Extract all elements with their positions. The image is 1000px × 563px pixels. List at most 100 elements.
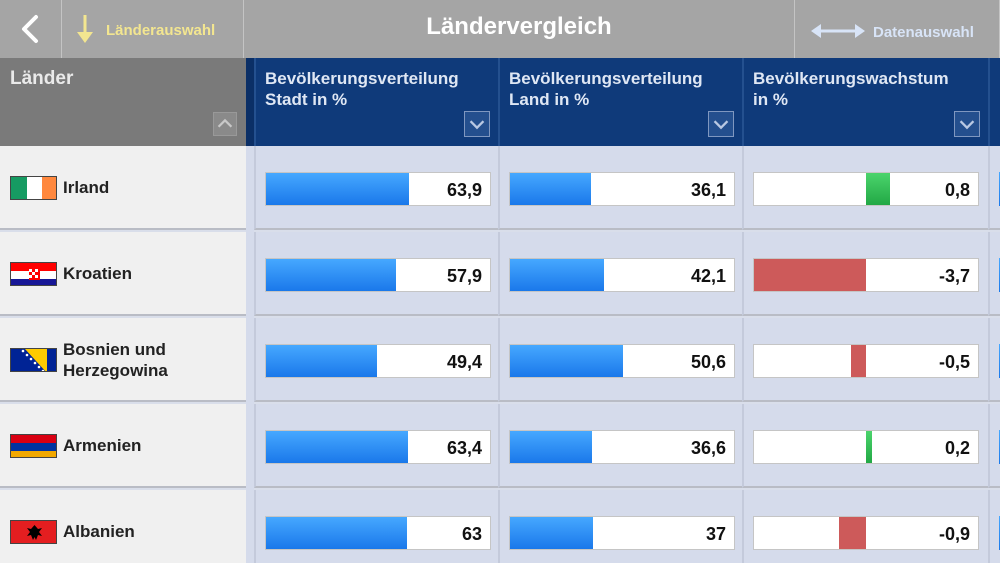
column-header-wachstum-line2: in % <box>753 90 788 109</box>
value-label: 36,1 <box>690 180 726 200</box>
ireland-flag-icon <box>10 176 57 200</box>
back-button[interactable] <box>0 0 62 58</box>
country-name-line: Herzegowina <box>63 361 168 380</box>
value-label: -0,5 <box>938 352 970 372</box>
value-cell-wachstum: -0,9 <box>742 490 988 563</box>
column-header-stadt-line1: Bevölkerungsverteilung <box>265 69 459 88</box>
value-bar-track: -0,5 <box>753 344 979 378</box>
arrow-down-icon <box>77 15 93 43</box>
table-row[interactable]: Bosnien und Herzegowina 49,4 50,6 -0,5 <box>0 318 1000 404</box>
sort-down-icon[interactable] <box>954 111 980 137</box>
country-name: Armenien <box>63 435 141 456</box>
value-bar <box>510 517 593 549</box>
chevron-left-icon <box>22 15 38 43</box>
value-label: 0,2 <box>944 438 970 458</box>
row-divider <box>246 404 254 490</box>
value-bar-track: 0,2 <box>753 430 979 464</box>
country-select-button[interactable]: Länderauswahl <box>62 0 244 58</box>
value-cell-next <box>988 232 1000 316</box>
croatia-flag-icon <box>10 262 57 286</box>
table-row[interactable]: Albanien 63 37 -0,9 <box>0 490 1000 563</box>
sort-down-icon[interactable] <box>464 111 490 137</box>
value-bar-track: 36,6 <box>509 430 735 464</box>
value-label: 63 <box>461 524 482 544</box>
value-label: 0,8 <box>944 180 970 200</box>
value-label: -0,9 <box>938 524 970 544</box>
value-cell-stadt: 63,4 <box>254 404 498 488</box>
value-cell-wachstum: -3,7 <box>742 232 988 316</box>
country-cell[interactable]: Irland <box>0 146 246 230</box>
value-bar-track: 63,9 <box>265 172 491 206</box>
sort-up-icon[interactable] <box>213 112 237 136</box>
armenia-flag-icon <box>10 434 57 458</box>
value-cell-next <box>988 490 1000 563</box>
country-name-line: Albanien <box>63 522 135 541</box>
value-cell-land: 36,6 <box>498 404 742 488</box>
value-cell-land: 50,6 <box>498 318 742 402</box>
column-header-stadt-line2: Stadt in % <box>265 90 348 109</box>
country-cell[interactable]: Armenien <box>0 404 246 488</box>
table-row[interactable]: Kroatien 57,9 42,1 -3,7 <box>0 232 1000 318</box>
country-name: Irland <box>63 177 109 198</box>
value-cell-wachstum: -0,5 <box>742 318 988 402</box>
row-divider <box>246 490 254 563</box>
column-header-land-line1: Bevölkerungsverteilung <box>509 69 703 88</box>
data-select-button[interactable]: Datenauswahl <box>794 0 1000 58</box>
country-name-line: Kroatien <box>63 264 132 283</box>
country-cell[interactable]: Kroatien <box>0 232 246 316</box>
row-divider <box>246 146 254 232</box>
value-label: 57,9 <box>446 266 482 286</box>
column-header-wachstum[interactable]: Bevölkerungswachstum in % <box>742 58 988 146</box>
table-row[interactable]: Armenien 63,4 36,6 0,2 <box>0 404 1000 490</box>
albania-flag-icon <box>10 520 57 544</box>
value-bar <box>866 173 891 205</box>
value-bar <box>266 259 396 291</box>
value-label: 36,6 <box>690 438 726 458</box>
row-divider <box>246 318 254 404</box>
sort-down-icon[interactable] <box>708 111 734 137</box>
value-bar <box>510 173 591 205</box>
value-bar <box>266 517 408 549</box>
country-name: Albanien <box>63 521 135 542</box>
value-cell-next <box>988 146 1000 230</box>
country-name-line: Armenien <box>63 436 142 455</box>
countries-column-header[interactable]: Länder <box>0 58 246 146</box>
value-bar-track: 49,4 <box>265 344 491 378</box>
value-bar <box>510 345 624 377</box>
value-label: 63,4 <box>446 438 482 458</box>
value-bar <box>266 173 410 205</box>
value-cell-land: 36,1 <box>498 146 742 230</box>
value-bar <box>266 431 409 463</box>
value-cell-next <box>988 318 1000 402</box>
value-bar <box>850 345 866 377</box>
country-name-line: Bosnien und <box>63 340 166 359</box>
value-label: 37 <box>705 524 726 544</box>
value-cell-stadt: 63,9 <box>254 146 498 230</box>
value-cell-stadt: 49,4 <box>254 318 498 402</box>
value-cell-stadt: 57,9 <box>254 232 498 316</box>
value-cell-land: 42,1 <box>498 232 742 316</box>
value-label: 42,1 <box>690 266 726 286</box>
value-cell-wachstum: 0,2 <box>742 404 988 488</box>
country-cell[interactable]: Bosnien und Herzegowina <box>0 318 246 402</box>
table-row[interactable]: Irland 63,9 36,1 0,8 <box>0 146 1000 232</box>
column-header-land[interactable]: Bevölkerungsverteilung Land in % <box>498 58 742 146</box>
value-cell-wachstum: 0,8 <box>742 146 988 230</box>
column-header-next[interactable] <box>988 58 1000 146</box>
data-select-label: Datenauswahl <box>873 24 974 41</box>
country-name: Kroatien <box>63 263 132 284</box>
country-cell[interactable]: Albanien <box>0 490 246 563</box>
value-cell-next <box>988 404 1000 488</box>
value-label: 63,9 <box>446 180 482 200</box>
value-bar-track: 0,8 <box>753 172 979 206</box>
column-header-wachstum-line1: Bevölkerungswachstum <box>753 69 949 88</box>
value-bar-track: 63 <box>265 516 491 550</box>
value-label: -3,7 <box>938 266 970 286</box>
column-header-stadt[interactable]: Bevölkerungsverteilung Stadt in % <box>254 58 498 146</box>
value-bar <box>866 431 873 463</box>
value-label: 49,4 <box>446 352 482 372</box>
value-bar-track: 42,1 <box>509 258 735 292</box>
value-label: 50,6 <box>690 352 726 372</box>
value-bar <box>838 517 866 549</box>
